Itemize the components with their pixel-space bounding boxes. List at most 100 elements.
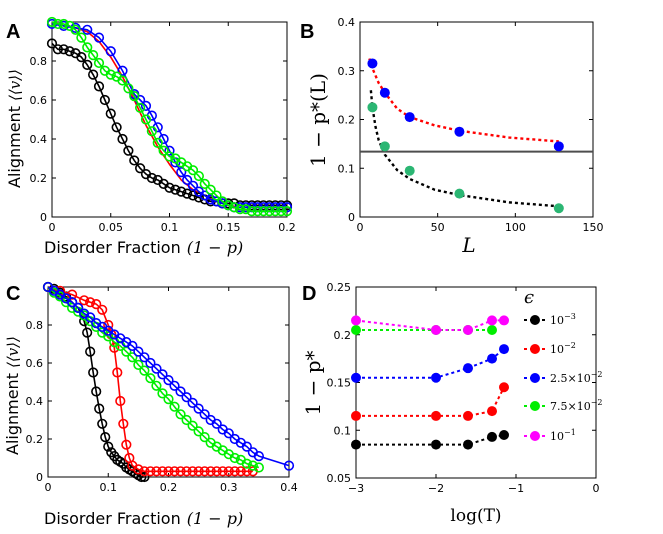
data-point-black xyxy=(111,122,122,133)
data-point-black xyxy=(135,163,146,174)
y-axis-label: 1 − p*(L) xyxy=(306,73,330,167)
data-point-red xyxy=(223,466,234,477)
data-point-red xyxy=(163,466,174,477)
data-point-blue xyxy=(187,397,198,409)
panel-a: A 0 0.05 0.1 0.15 0.2 0 0.2 0.4 0.6 0.8 Disorder F… xyxy=(5,16,296,257)
data-point-green xyxy=(246,206,257,217)
data-point-blue xyxy=(169,380,180,391)
data-point-green xyxy=(205,184,216,195)
data-point-red xyxy=(169,466,180,477)
x-tick-label: 0.2 xyxy=(160,481,178,494)
data-point-blue xyxy=(164,145,175,156)
x-axis-label: log(T) xyxy=(450,506,501,526)
data-point-green xyxy=(139,365,150,376)
data-point-green xyxy=(223,200,234,211)
x-axis-label-text: Disorder Fraction xyxy=(44,509,181,528)
y-tick-label: 0.4 xyxy=(338,16,356,29)
legend-marker-black xyxy=(530,315,540,325)
x-tick-label: 0.4 xyxy=(280,481,298,494)
data-point-blue xyxy=(181,392,192,403)
data-point-blue xyxy=(117,65,128,76)
data-point-black xyxy=(91,386,102,397)
data-point-green xyxy=(127,352,138,363)
data-point-green xyxy=(247,460,258,471)
x-tick-label: 150 xyxy=(583,221,604,234)
data-point-blue xyxy=(151,363,162,374)
y-tick-label: 0.15 xyxy=(327,377,352,390)
data-point-red xyxy=(211,466,222,477)
legend-label-blue: 2.5×10−2 xyxy=(550,370,603,385)
data-point-red xyxy=(145,466,156,477)
legend-label-exp: −1 xyxy=(564,428,576,437)
data-point-green xyxy=(164,151,175,162)
data-point-green xyxy=(121,346,132,357)
x-axis-label: Disorder Fraction (1 − p) xyxy=(44,238,243,257)
legend-marker-magenta xyxy=(530,431,540,441)
legend-label-base: 2.5×10 xyxy=(550,372,591,385)
legend-label-magenta: 10−1 xyxy=(550,428,576,443)
data-point-green xyxy=(76,32,87,43)
data-point-black xyxy=(499,430,509,441)
data-point-black xyxy=(97,418,108,429)
data-point-black xyxy=(103,441,114,452)
data-point-black xyxy=(94,403,105,414)
data-point-green xyxy=(193,426,204,437)
y-axis-label-text: Alignment xyxy=(5,106,24,188)
data-point-blue xyxy=(253,451,264,462)
panel-label-b: B xyxy=(300,21,314,43)
data-point-red xyxy=(112,367,123,378)
data-point-black xyxy=(76,51,87,63)
data-point-blue xyxy=(157,369,168,380)
data-point-green xyxy=(58,18,69,30)
data-point-black xyxy=(431,439,441,450)
data-point-green xyxy=(258,206,269,217)
data-point-green xyxy=(487,324,497,335)
panel-c: C 0 0.1 0.2 0.3 0.4 0 0.2 0.4 0.6 0.8 Disorder Fra… xyxy=(3,281,298,528)
y-axis-label: 1 − p* xyxy=(301,351,325,416)
data-point-green xyxy=(152,137,163,148)
data-point-blue xyxy=(139,352,150,363)
data-point-greenFill xyxy=(553,203,564,214)
y-tick-label: 0.4 xyxy=(26,395,44,408)
x-axis-label: Disorder Fraction (1 − p) xyxy=(44,509,243,528)
y-tick-label: 0.3 xyxy=(338,65,356,78)
data-point-green xyxy=(52,18,63,30)
data-point-green xyxy=(240,204,251,215)
data-point-magenta xyxy=(431,324,441,335)
legend-label-base: 10 xyxy=(550,314,564,327)
data-point-blue xyxy=(499,344,509,355)
data-point-green xyxy=(169,401,180,412)
data-point-green xyxy=(82,42,93,53)
series-line-blue xyxy=(356,348,505,379)
legend-marker-red xyxy=(530,344,540,354)
x-axis-label-math: (1 − p) xyxy=(187,238,243,257)
data-point-green xyxy=(151,380,162,391)
data-point-blue xyxy=(93,32,105,43)
data-point-blue xyxy=(66,297,78,308)
data-point-red xyxy=(151,466,162,477)
data-point-black xyxy=(193,192,204,203)
data-point-black xyxy=(176,186,187,197)
data-point-green xyxy=(187,420,198,431)
y-axis-label: Alignment ⟨⟨v⟩⟩ xyxy=(5,69,24,188)
legend-label-base: 10 xyxy=(550,343,564,356)
data-point-green xyxy=(281,206,293,217)
data-point-green xyxy=(241,458,252,469)
x-tick-label: 0.15 xyxy=(216,221,241,234)
data-point-red xyxy=(199,466,210,477)
y-axis-label-text: Alignment xyxy=(3,373,22,455)
y-tick-label: 0.05 xyxy=(327,472,352,485)
data-point-black xyxy=(164,182,175,193)
data-point-blue xyxy=(105,46,116,57)
data-point-black xyxy=(93,81,105,92)
legend-label-exp: −2 xyxy=(564,341,576,350)
data-point-blue xyxy=(73,302,84,314)
data-point-green xyxy=(181,414,192,426)
y-tick-label: 0 xyxy=(40,211,47,224)
y-tick-label: 0 xyxy=(36,471,43,484)
data-point-greenFill xyxy=(404,165,415,176)
data-point-green xyxy=(123,83,134,94)
legend-label-red: 10−2 xyxy=(550,341,576,356)
data-point-green xyxy=(351,324,361,335)
